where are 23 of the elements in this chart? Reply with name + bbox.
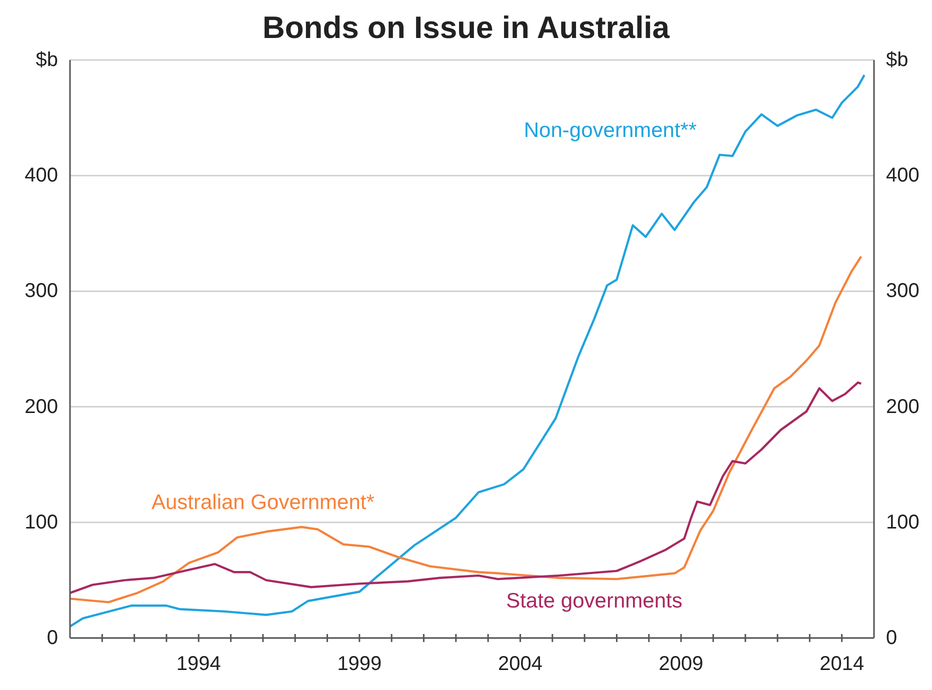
y2-tick-label: $b xyxy=(886,49,908,71)
y2-tick-label: 400 xyxy=(886,164,920,187)
y2-tick-label: 0 xyxy=(886,627,898,649)
y-tick-label: 200 xyxy=(24,396,58,418)
chart-title: Bonds on Issue in Australia xyxy=(261,9,671,47)
y-tick-label: 400 xyxy=(24,164,58,187)
series-label: State governments xyxy=(506,589,682,612)
line-series xyxy=(70,381,862,594)
series-label: Non-government** xyxy=(524,118,697,142)
y2-tick-label: 100 xyxy=(886,511,920,534)
y-tick-label: 100 xyxy=(24,511,58,534)
x-tick-label: 2004 xyxy=(498,653,542,675)
x-tick-label: 1999 xyxy=(337,653,382,675)
y2-tick-label: 300 xyxy=(886,280,920,302)
series-label: Australian Government* xyxy=(151,491,374,514)
x-tick-label: 2009 xyxy=(658,653,704,675)
y-tick-label: $b xyxy=(36,49,58,71)
x-tick-label: 2014 xyxy=(820,653,864,675)
x-tick-label: 1994 xyxy=(176,653,221,675)
y-tick-label: 300 xyxy=(24,280,58,302)
y-tick-label: 0 xyxy=(46,627,58,649)
y2-tick-label: 200 xyxy=(886,396,920,418)
line-series xyxy=(70,74,866,628)
